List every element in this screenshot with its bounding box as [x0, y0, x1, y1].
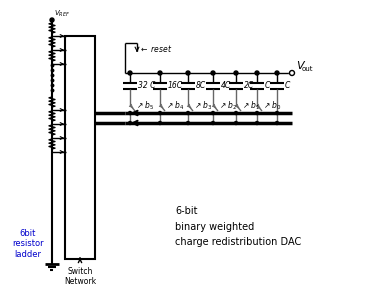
Text: $V$: $V$ — [296, 59, 306, 71]
Circle shape — [276, 122, 278, 125]
Circle shape — [212, 122, 214, 125]
Text: Switch
Network: Switch Network — [64, 267, 96, 286]
Text: C: C — [265, 82, 270, 91]
Circle shape — [158, 111, 162, 114]
Text: $V_{REF}$: $V_{REF}$ — [54, 9, 70, 19]
Circle shape — [276, 111, 278, 114]
Text: $\nearrow b_{5}$: $\nearrow b_{5}$ — [135, 100, 154, 112]
Text: $\nearrow b_{2}$: $\nearrow b_{2}$ — [218, 100, 237, 112]
Circle shape — [234, 122, 238, 125]
Circle shape — [256, 111, 258, 114]
Text: C: C — [285, 82, 290, 91]
Text: 16C: 16C — [168, 82, 183, 91]
Circle shape — [234, 71, 238, 75]
Text: $\nearrow b_{0}$: $\nearrow b_{0}$ — [262, 100, 281, 112]
Text: $\nearrow b_{4}$: $\nearrow b_{4}$ — [165, 100, 184, 112]
Text: 4C: 4C — [221, 82, 231, 91]
Circle shape — [290, 70, 294, 76]
Circle shape — [158, 122, 162, 125]
Text: 6-bit
binary weighted
charge redistribution DAC: 6-bit binary weighted charge redistribut… — [175, 206, 301, 247]
Circle shape — [256, 122, 258, 125]
Text: 8C: 8C — [196, 82, 206, 91]
Text: out: out — [302, 66, 314, 72]
Text: 6bit
resistor
ladder: 6bit resistor ladder — [12, 229, 44, 259]
Text: $\nearrow b_{1}$: $\nearrow b_{1}$ — [241, 100, 260, 112]
Circle shape — [211, 71, 215, 75]
Bar — [65, 36, 95, 259]
Circle shape — [158, 71, 162, 75]
Circle shape — [128, 71, 132, 75]
Text: $\leftarrow$ reset: $\leftarrow$ reset — [139, 44, 172, 54]
Circle shape — [234, 111, 238, 114]
Circle shape — [255, 71, 259, 75]
Circle shape — [129, 111, 131, 114]
Circle shape — [50, 18, 54, 22]
Circle shape — [275, 71, 279, 75]
Circle shape — [186, 71, 190, 75]
Text: $\nearrow b_{3}$: $\nearrow b_{3}$ — [193, 100, 212, 112]
Circle shape — [187, 111, 189, 114]
Text: 32 C: 32 C — [138, 82, 156, 91]
Circle shape — [212, 111, 214, 114]
Circle shape — [187, 122, 189, 125]
Text: 2C: 2C — [244, 82, 254, 91]
Circle shape — [129, 122, 131, 125]
